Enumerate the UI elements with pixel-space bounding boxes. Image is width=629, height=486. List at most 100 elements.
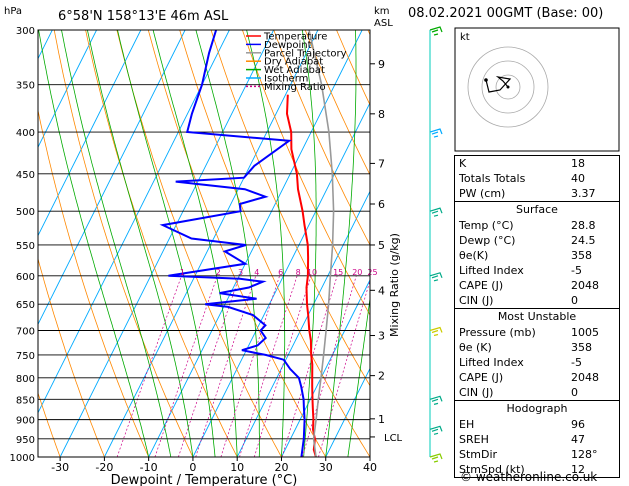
most-unstable-box: Most Unstable Pressure (mb) 1005 θe (K) 358…	[454, 309, 620, 401]
surface-key: CIN (J)	[459, 294, 494, 307]
hodograph-storm-point	[506, 85, 510, 89]
x-tick-label: 40	[363, 461, 377, 474]
x-tick-label: -20	[95, 461, 113, 474]
mixing-ratio-line	[302, 275, 357, 457]
dry-adiabat-line	[38, 108, 150, 457]
pressure-tick-label: 300	[16, 26, 35, 37]
surface-row: CIN (J) 0	[455, 293, 619, 308]
surface-box: Surface Temp (°C) 28.8 Dewp (°C) 24.5 θe(K) 3…	[454, 202, 620, 309]
pressure-tick-label: 400	[16, 128, 35, 139]
mixing-ratio-label: 10	[307, 268, 317, 277]
hodograph-row: EH 96	[455, 417, 619, 432]
legend-label: Dry Adiabat	[264, 57, 323, 68]
legend-label: Wet Adiabat	[264, 65, 325, 76]
hodograph-unit-label: kt	[460, 32, 470, 43]
index-row: Totals Totals 40	[455, 171, 619, 186]
pressure-tick-label: 750	[16, 351, 35, 362]
surface-row: θe(K) 358	[455, 248, 619, 263]
most-unstable-key: CIN (J)	[459, 386, 494, 399]
pressure-tick-label: 800	[16, 374, 35, 385]
profile-lines	[159, 30, 335, 457]
mixing-ratio-label: 8	[296, 268, 301, 277]
most-unstable-key: θe (K)	[459, 341, 492, 354]
hodograph-value: 96	[571, 418, 585, 431]
hodograph-box: Hodograph EH 96 SREH 47 StmDir 128° StmSpd (kt…	[454, 401, 620, 478]
dry-adiabat-line	[38, 391, 61, 457]
wind-barb-icon	[429, 26, 443, 36]
index-row: K 18	[455, 156, 619, 171]
surface-key: CAPE (J)	[459, 279, 504, 292]
surface-value: -5	[571, 264, 582, 277]
legend-label: Mixing Ratio	[264, 82, 326, 93]
mixing-ratio-line	[253, 275, 312, 457]
isotherm-line	[38, 30, 230, 414]
series-parcel-trajectory	[308, 30, 335, 457]
pressure-tick-label: 700	[16, 327, 35, 338]
most-unstable-row: CIN (J) 0	[455, 385, 619, 400]
diagram-grid	[38, 30, 629, 457]
surface-value: 2048	[571, 279, 599, 292]
mixing-ratio-line	[195, 275, 257, 457]
index-key: K	[459, 157, 467, 170]
pressure-tick-label: 850	[16, 395, 35, 406]
hodograph-value: 47	[571, 433, 585, 446]
surface-key: Dewp (°C)	[459, 234, 516, 247]
hodograph-key: StmSpd (kt)	[459, 463, 525, 476]
x-tick-label: 0	[189, 461, 196, 474]
hodograph-trace	[485, 76, 512, 93]
most-unstable-title: Most Unstable	[497, 310, 577, 323]
surface-value: 24.5	[571, 234, 596, 247]
mixing-ratio-label: 2	[216, 268, 221, 277]
dry-adiabat-line	[273, 30, 370, 246]
pressure-tick-label: 550	[16, 241, 35, 252]
km-tick-label: 5	[378, 239, 385, 252]
dry-adiabat-line	[304, 30, 370, 176]
x-tick-label: 30	[319, 461, 333, 474]
isotherm-line	[192, 101, 370, 457]
hodograph-frame	[454, 27, 620, 152]
isotherm-line	[325, 367, 370, 457]
index-value: 40	[571, 172, 585, 185]
km-tick-label: 8	[378, 108, 385, 121]
wind-barbs	[429, 26, 443, 463]
isotherm-line	[38, 30, 142, 237]
hodograph-key: EH	[459, 418, 475, 431]
mixing-ratio-label: 3	[238, 268, 243, 277]
index-key: Totals Totals	[459, 172, 526, 185]
mixing-ratio-label: 25	[367, 268, 377, 277]
dry-adiabat-line	[179, 30, 370, 457]
wind-barb-icon	[429, 207, 443, 217]
units-label: hPa	[4, 6, 22, 17]
wet-adiabat-line	[38, 30, 150, 457]
mixing-ratio-line	[178, 275, 240, 457]
mixing-ratio-line	[239, 275, 298, 457]
isotherm-line	[38, 30, 97, 149]
most-unstable-key: CAPE (J)	[459, 371, 504, 384]
surface-row: Lifted Index -5	[455, 263, 619, 278]
pressure-tick-label: 500	[16, 207, 35, 218]
surface-row: CAPE (J) 2048	[455, 278, 619, 293]
surface-value: 28.8	[571, 219, 596, 232]
isotherm-line	[38, 30, 186, 326]
indices-panel: K 18 Totals Totals 40 PW (cm) 3.37 Surface Te…	[454, 155, 620, 478]
most-unstable-value: 0	[571, 386, 578, 399]
km-tick-label: 3	[378, 330, 385, 343]
mixing-ratio-label: 20	[352, 268, 362, 277]
pressure-tick-label: 1000	[10, 453, 35, 464]
mixing-ratio-label: 15	[333, 268, 343, 277]
wind-barb-icon	[429, 395, 443, 405]
mixing-ratio-line	[220, 275, 280, 457]
isotherm-line	[148, 30, 363, 457]
x-axis-label: Dewpoint / Temperature (°C)	[111, 473, 298, 486]
legend-label: Parcel Trajectory	[264, 48, 347, 59]
index-value: 18	[571, 157, 585, 170]
isotherm-line	[59, 30, 275, 457]
dry-adiabat-line	[619, 30, 629, 457]
dry-adiabat-line	[242, 30, 370, 316]
most-unstable-row: Pressure (mb) 1005	[455, 325, 619, 340]
hodograph-value: 12	[571, 463, 585, 476]
series-temperature	[285, 94, 317, 457]
mixing-ratio-line	[116, 275, 182, 457]
surface-row: Temp (°C) 28.8	[455, 218, 619, 233]
